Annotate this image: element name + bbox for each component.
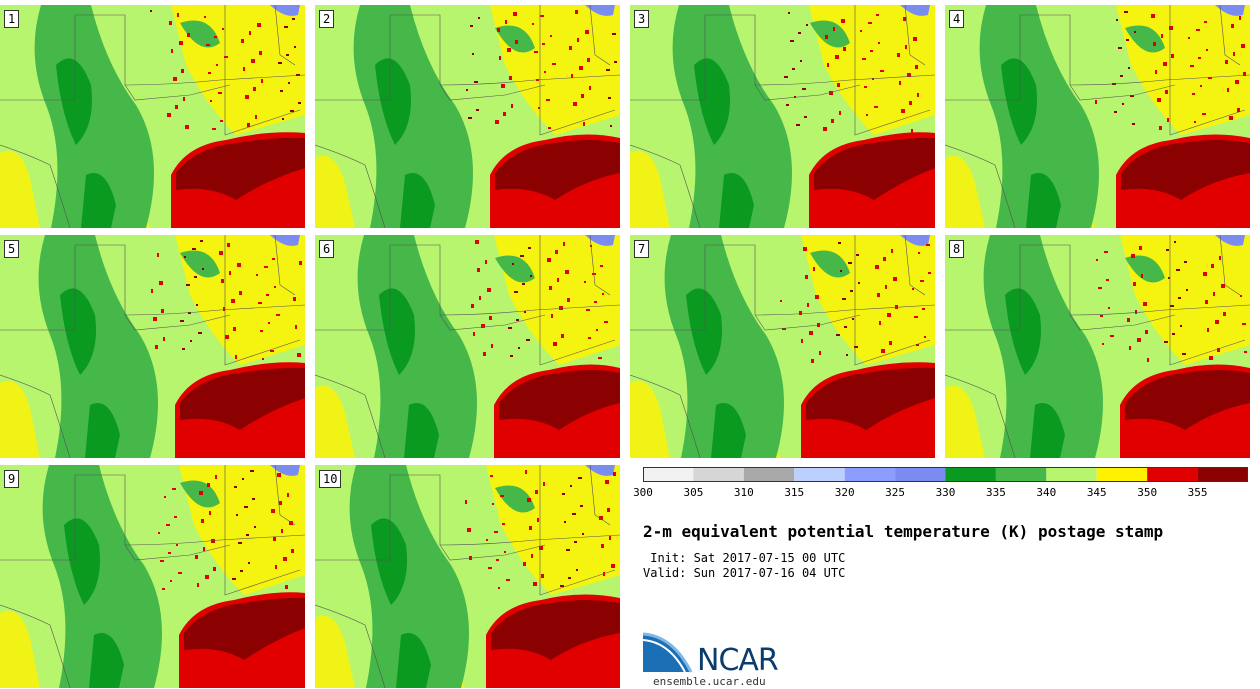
- logo-url: ensemble.ucar.edu: [653, 675, 766, 688]
- ensemble-map: [945, 235, 1250, 458]
- member-panel: 5: [0, 235, 305, 458]
- member-panel: 1: [0, 5, 305, 228]
- colorbar-tick-label: 330: [935, 486, 956, 499]
- member-panel: 2: [315, 5, 620, 228]
- colorbar: [643, 467, 1248, 482]
- member-panel: 10: [315, 465, 620, 688]
- member-panel: 4: [945, 5, 1250, 228]
- colorbar-tick-label: 335: [985, 486, 1006, 499]
- page-title: 2-m equivalent potential temperature (K)…: [643, 522, 1164, 541]
- colorbar-tick-label: 355: [1187, 486, 1208, 499]
- ensemble-map: [0, 235, 305, 458]
- colorbar-segment: [1197, 467, 1248, 482]
- member-label: 2: [319, 10, 335, 28]
- valid-time: Valid: Sun 2017-07-16 04 UTC: [643, 566, 846, 580]
- ensemble-map: [630, 235, 935, 458]
- colorbar-tick-label: 345: [1086, 486, 1107, 499]
- colorbar-segment: [743, 467, 795, 482]
- member-label: 6: [319, 240, 335, 258]
- colorbar-tick-label: 325: [885, 486, 906, 499]
- member-label: 5: [4, 240, 20, 258]
- colorbar-segment: [1096, 467, 1148, 482]
- member-panel: 3: [630, 5, 935, 228]
- colorbar-segment: [693, 467, 744, 482]
- member-label: 3: [634, 10, 650, 28]
- ensemble-map: [315, 465, 620, 688]
- colorbar-segment: [895, 467, 946, 482]
- colorbar-tick-label: 320: [834, 486, 855, 499]
- member-label: 1: [4, 10, 20, 28]
- colorbar-segment: [844, 467, 896, 482]
- colorbar-tick-label: 305: [683, 486, 704, 499]
- colorbar-segment: [1147, 467, 1198, 482]
- member-panel: 9: [0, 465, 305, 688]
- colorbar-tick-label: 340: [1036, 486, 1057, 499]
- ensemble-map: [315, 235, 620, 458]
- ensemble-map: [0, 5, 305, 228]
- colorbar-tick-label: 300: [633, 486, 653, 499]
- member-panel: 6: [315, 235, 620, 458]
- member-label: 4: [949, 10, 965, 28]
- member-panel: 7: [630, 235, 935, 458]
- member-label: 7: [634, 240, 650, 258]
- logo-name: NCAR: [697, 643, 779, 678]
- init-time: Init: Sat 2017-07-15 00 UTC: [643, 551, 846, 565]
- ensemble-map: [0, 465, 305, 688]
- colorbar-tick-label: 315: [784, 486, 805, 499]
- colorbar-tick-label: 350: [1137, 486, 1158, 499]
- colorbar-segment: [1046, 467, 1097, 482]
- colorbar-segment: [794, 467, 845, 482]
- ensemble-map: [630, 5, 935, 228]
- ensemble-map: [945, 5, 1250, 228]
- colorbar-segment: [945, 467, 996, 482]
- colorbar-segment: [995, 467, 1047, 482]
- ensemble-map: [315, 5, 620, 228]
- member-label: 10: [319, 470, 342, 488]
- ncar-logo-icon: [643, 632, 693, 673]
- member-label: 8: [949, 240, 965, 258]
- member-label: 9: [4, 470, 20, 488]
- member-panel: 8: [945, 235, 1250, 458]
- colorbar-segment: [643, 467, 694, 482]
- colorbar-tick-label: 310: [733, 486, 754, 499]
